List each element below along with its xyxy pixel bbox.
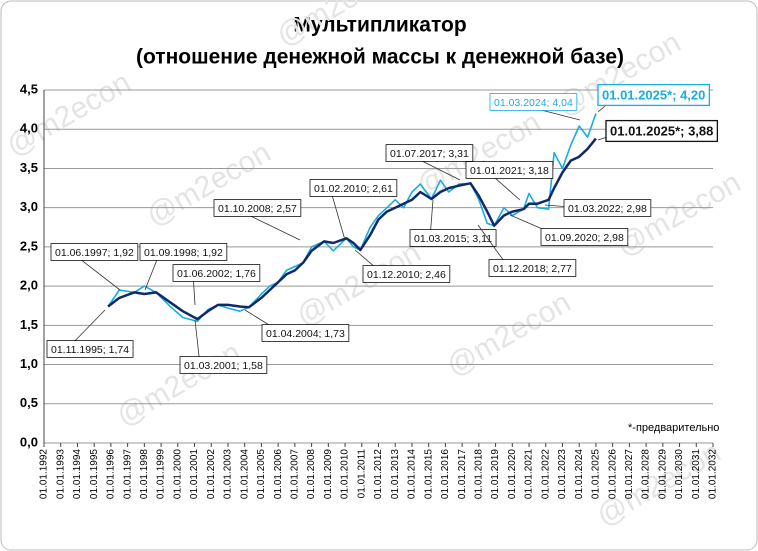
x-tick-label: 01.01.2016 xyxy=(440,449,451,499)
annotation-label: 01.09.2020; 2,98 xyxy=(545,232,624,244)
annotation-label: 01.03.2015; 3,11 xyxy=(414,233,492,245)
x-tick-label: 01.01.2028 xyxy=(641,449,652,499)
x-tick-label: 01.01.1996 xyxy=(106,449,117,499)
x-tick-label: 01.01.2004 xyxy=(239,449,250,499)
x-tick-label: 01.01.2012 xyxy=(373,449,384,499)
y-tick-label: 2,0 xyxy=(20,278,38,293)
x-tick-label: 01.01.2002 xyxy=(206,449,217,499)
annotation-label: 01.06.1997; 1,92 xyxy=(55,247,134,259)
annotation-box xyxy=(465,161,554,179)
y-tick-label: 2,5 xyxy=(20,238,38,253)
x-tick-label: 01.01.1998 xyxy=(139,449,150,499)
annotation-box xyxy=(409,229,497,247)
x-tick-label: 01.01.1995 xyxy=(89,449,100,499)
annotation-label: 01.03.2022; 2,98 xyxy=(568,203,647,215)
footnote: *-предварительно xyxy=(628,422,719,434)
annotation-box xyxy=(563,199,652,217)
y-tick-label: 3,0 xyxy=(20,199,38,214)
x-tick-label: 01.01.2018 xyxy=(473,449,484,499)
x-tick-label: 01.01.1997 xyxy=(122,449,133,499)
annotation-box xyxy=(50,243,139,261)
annotation-box xyxy=(488,259,577,277)
chart-title: Мультипликатор xyxy=(293,14,466,37)
chart-subtitle: (отношение денежной массы к денежной баз… xyxy=(136,46,624,69)
x-tick-label: 01.01.2008 xyxy=(306,449,317,499)
x-tick-label: 01.01.2019 xyxy=(490,449,501,499)
annotation-label: 01.07.2017; 3,31 xyxy=(390,148,469,160)
annotation-label: 01.01.2021; 3,18 xyxy=(470,165,549,177)
annotation-box xyxy=(261,324,350,342)
x-tick-label: 01.01.2024 xyxy=(574,449,585,499)
annotation-box xyxy=(172,264,261,282)
x-tick-label: 01.01.2007 xyxy=(290,449,301,499)
lines xyxy=(107,113,597,323)
x-tick-label: 01.01.2015 xyxy=(423,449,434,499)
x-tick-label: 01.01.1992 xyxy=(39,449,50,499)
annotation-label: 01.06.2002; 1,76 xyxy=(177,268,256,280)
x-tick-label: 01.01.2023 xyxy=(557,449,568,499)
x-tick-label: 01.01.2027 xyxy=(624,449,635,499)
annotation-label: 01.02.2010; 2,61 xyxy=(314,183,393,195)
annotation-label: 01.03.2024; 4,04 xyxy=(494,97,573,109)
y-tick-label: 4,0 xyxy=(20,121,38,136)
x-tick-label: 01.01.2032 xyxy=(708,449,719,499)
x-tick-label: 01.01.2017 xyxy=(457,449,468,499)
x-tick-label: 01.01.2021 xyxy=(524,449,535,499)
series-line xyxy=(107,137,597,321)
annotation-label: 01.09.1998; 1,92 xyxy=(144,247,223,259)
annotation-box xyxy=(540,228,629,246)
y-tick-label: 0,5 xyxy=(20,395,38,410)
x-tick-label: 01.01.2013 xyxy=(390,449,401,499)
annotation-box xyxy=(179,356,268,374)
annotation-box xyxy=(362,265,451,283)
x-tick-label: 01.01.2030 xyxy=(674,449,685,499)
annotation-box xyxy=(597,83,711,107)
x-tick-label: 01.01.2010 xyxy=(340,449,351,499)
x-tick-label: 01.01.2014 xyxy=(407,449,418,499)
x-tick-label: 01.01.1994 xyxy=(72,449,83,499)
x-tick-label: 01.01.2022 xyxy=(540,449,551,499)
x-tick-label: 01.01.2003 xyxy=(223,449,234,499)
x-tick-label: 01.01.2009 xyxy=(323,449,334,499)
y-tick-label: 1,0 xyxy=(20,356,38,371)
x-tick-label: 01.01.2026 xyxy=(607,449,618,499)
annotation-label: 01.11.1995; 1,74 xyxy=(51,344,129,356)
x-tick-label: 01.01.2029 xyxy=(657,449,668,499)
x-tick-label: 01.01.2020 xyxy=(507,449,518,499)
x-tick-label: 01.01.2025 xyxy=(591,449,602,499)
x-tick-label: 01.01.2000 xyxy=(172,449,183,499)
annotations: 01.11.1995; 1,74 01.06.1997; 1,92 01.09.19… xyxy=(46,83,719,374)
x-tick-label: 01.01.2031 xyxy=(691,449,702,499)
grid: 0,0 0,5 1,0 1,5 2,0 2,5 3,0 3,5 4,0 4,5 01.01.1992… xyxy=(20,81,719,499)
x-tick-label: 01.01.2011 xyxy=(356,449,367,499)
y-tick-label: 3,5 xyxy=(20,160,38,175)
y-tick-label: 0,0 xyxy=(20,434,38,449)
annotation-label: 01.03.2001; 1,58 xyxy=(184,360,263,372)
x-tick-label: 01.01.2006 xyxy=(273,449,284,499)
annotation-label: 01.01.2025*; 4,20 xyxy=(602,87,705,102)
annotation-label: 01.12.2018; 2,77 xyxy=(493,263,572,275)
x-tick-label: 01.01.2001 xyxy=(189,449,200,499)
y-tick-label: 4,5 xyxy=(20,81,38,96)
x-tick-label: 01.01.2005 xyxy=(256,449,267,499)
annotation-label: 01.01.2025*; 3,88 xyxy=(610,123,713,138)
annotation-box xyxy=(489,93,578,111)
y-tick-label: 1,5 xyxy=(20,317,38,332)
annotation-box xyxy=(139,243,228,261)
x-tick-label: 01.01.1993 xyxy=(55,449,66,499)
annotation-box xyxy=(213,199,302,217)
annotation-box xyxy=(309,179,398,197)
annotation-box xyxy=(605,119,719,143)
annotation-box xyxy=(46,340,134,358)
annotation-label: 01.12.2010; 2,46 xyxy=(367,269,446,281)
annotation-label: 01.04.2004; 1,73 xyxy=(266,328,345,340)
annotation-box xyxy=(385,144,474,162)
annotation-label: 01.10.2008; 2,57 xyxy=(218,203,297,215)
x-tick-label: 01.01.1999 xyxy=(156,449,167,499)
